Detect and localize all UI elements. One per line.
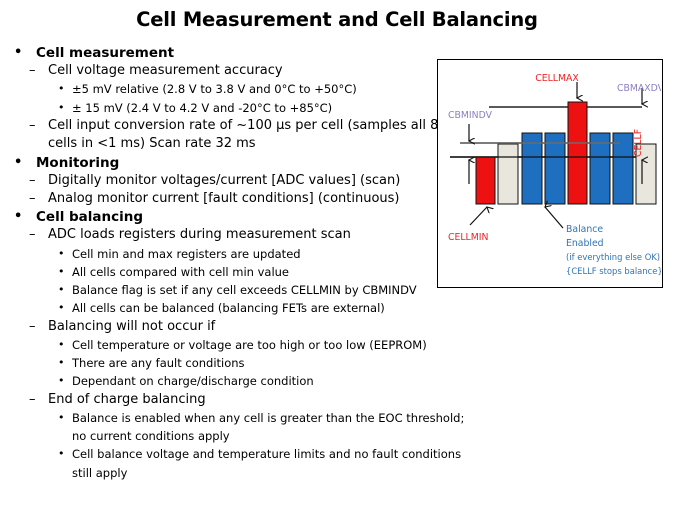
label-balance-line4: {CELLF stops balance}	[566, 266, 661, 276]
label-balance-line2: Enabled	[566, 238, 604, 249]
bullet-label: Digitally monitor voltages/current [ADC …	[48, 172, 401, 188]
balance-enabled-callout-arrow	[545, 207, 564, 229]
bullet-label: Analog monitor current [fault conditions…	[48, 191, 400, 207]
bar-cell-4	[544, 132, 566, 205]
bullet-item-l3: • Cell temperature or voltage are too hig…	[10, 336, 540, 354]
bullet-item-l3: • Cell min and max registers are updated	[10, 245, 540, 263]
bullet-marker: •	[58, 283, 65, 297]
bar-cell-7	[612, 132, 634, 205]
bullet-marker: •	[58, 338, 65, 352]
bullet-marker: •	[14, 45, 23, 60]
cellmin-callout-arrow	[469, 207, 487, 226]
bullet-item-l2: – Cell voltage measurement accuracy	[10, 62, 540, 80]
bar-cell-5-cellmax	[567, 101, 588, 205]
bullet-label: Dependant on charge/discharge condition	[72, 374, 314, 389]
bullet-item-l2: – End of charge balancing	[10, 391, 540, 409]
bullet-item-l2: – Analog monitor current [fault condition…	[10, 190, 540, 208]
bullet-marker: –	[29, 63, 36, 78]
bullet-label: ± 15 mV (2.4 V to 4.2 V and -20°C to +85…	[72, 100, 333, 115]
bullet-label: Balance flag is set if any cell exceeds …	[72, 283, 417, 298]
bullet-item-l2: – Cell input conversion rate of ~100 µs p…	[10, 117, 540, 154]
bullet-marker: –	[29, 318, 36, 334]
bullet-item-l3: • ± 15 mV (2.4 V to 4.2 V and -20°C to +8…	[10, 99, 540, 117]
bullet-label: All cells compared with cell min value	[72, 265, 290, 280]
bullet-label: All cells can be balanced (balancing FET…	[72, 301, 385, 316]
bullet-item-l3: • All cells compared with cell min value	[10, 263, 540, 281]
bar-cell-6	[589, 132, 611, 205]
bullet-label: There are any fault conditions	[72, 356, 245, 371]
bullet-marker: •	[58, 356, 65, 370]
diagram-canvas: CELLMAX CBMAXDV CBMINDV CELLMIN CELLF Ba…	[448, 73, 661, 276]
bar-cell-1-cellmin	[475, 156, 496, 205]
bar-cell-3	[521, 132, 543, 205]
bullet-marker: –	[29, 172, 36, 188]
bullet-item-l3: • ±5 mV relative (2.8 V to 3.8 V and 0°C …	[10, 80, 540, 98]
bullet-item-l3: • Balance is enabled when any cell is gre…	[10, 409, 540, 445]
bullet-marker: •	[58, 246, 65, 260]
bullet-item-l3: • Balance flag is set if any cell exceeds…	[10, 281, 540, 299]
bullet-label: Cell balancing	[36, 209, 144, 226]
bullet-label: Monitoring	[36, 154, 120, 171]
bullet-marker: •	[14, 154, 23, 170]
bullet-marker: •	[58, 82, 65, 96]
bullet-label: Cell measurement	[36, 45, 175, 61]
bullet-item-l1: • Cell balancing	[10, 208, 540, 226]
bullet-label: Cell min and max registers are updated	[72, 246, 301, 261]
bullet-item-l2: – Digitally monitor voltages/current [ADC…	[10, 172, 540, 190]
bullet-marker: •	[58, 301, 65, 315]
bullet-label: Balancing will not occur if	[48, 318, 216, 334]
bullet-item-l3: • There are any fault conditions	[10, 354, 540, 372]
bullet-marker: •	[58, 374, 65, 388]
bullet-marker: •	[14, 209, 23, 225]
bullet-marker: •	[58, 411, 65, 425]
bullet-marker: •	[58, 265, 65, 279]
label-cellf: CELLF	[633, 129, 644, 157]
bullet-label: Cell voltage measurement accuracy	[48, 63, 283, 78]
bullet-item-l2: – Balancing will not occur if	[10, 318, 540, 336]
bullet-label: Balance is enabled when any cell is grea…	[72, 411, 465, 444]
bullet-item-l2: – ADC loads registers during measurement …	[10, 226, 540, 244]
label-balance-line1: Balance	[566, 224, 603, 235]
bullet-marker: –	[29, 391, 36, 407]
bullet-label: ADC loads registers during measurement s…	[48, 227, 351, 243]
bullet-marker: –	[29, 117, 36, 133]
bullet-marker: –	[29, 227, 36, 243]
bullet-label: End of charge balancing	[48, 391, 206, 407]
bullet-marker: •	[58, 447, 65, 461]
bullet-label: Cell temperature or voltage are too high…	[72, 338, 427, 353]
bullet-item-l1: • Monitoring	[10, 154, 540, 172]
bullet-marker: •	[58, 100, 65, 114]
label-cellmax: CELLMAX	[535, 73, 579, 84]
page-title: Cell Measurement and Cell Balancing	[136, 8, 538, 31]
bullet-item-l1: • Cell measurement	[10, 44, 540, 62]
bullet-marker: –	[29, 191, 36, 207]
label-cbmindv: CBMINDV	[448, 110, 493, 121]
bullet-item-l3: • Cell balance voltage and temperature li…	[10, 445, 540, 481]
label-cbmaxdv: CBMAXDV	[617, 83, 661, 94]
bullet-list: • Cell measurement – Cell voltage measureme…	[10, 44, 540, 482]
cell-balancing-diagram: CELLMAX CBMAXDV CBMINDV CELLMIN CELLF Ba…	[437, 59, 663, 288]
label-balance-line3: (if everything else OK)	[566, 252, 660, 262]
bullet-item-l3: • All cells can be balanced (balancing FE…	[10, 299, 540, 317]
bullet-label: ±5 mV relative (2.8 V to 3.8 V and 0°C t…	[72, 82, 357, 97]
bullet-item-l3: • Dependant on charge/discharge condition	[10, 372, 540, 390]
bar-cell-2	[497, 143, 519, 205]
label-cellmin: CELLMIN	[448, 232, 488, 243]
bullet-label: Cell input conversion rate of ~100 µs pe…	[48, 117, 439, 152]
bullet-label: Cell balance voltage and temperature lim…	[72, 447, 462, 480]
